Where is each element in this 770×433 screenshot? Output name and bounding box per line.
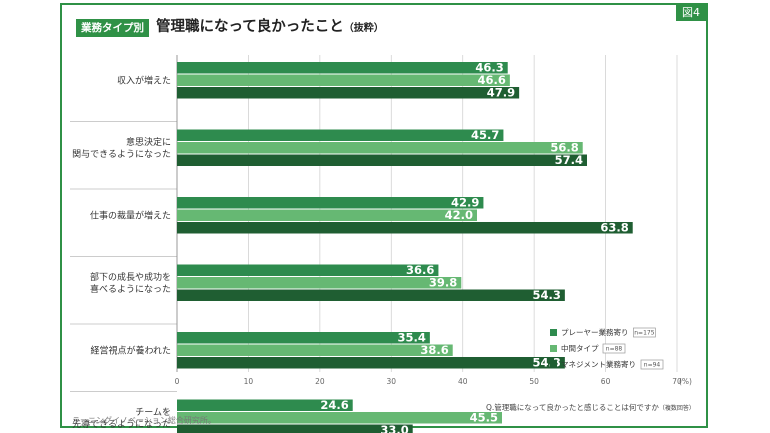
legend-sample-size: n=175 [634, 330, 654, 337]
bar [177, 154, 587, 166]
x-tick-label: 20 [315, 377, 325, 386]
legend-n-box [640, 359, 664, 370]
bar-value-label: 24.6 [320, 398, 348, 412]
chart-title-main: 管理職になって良かったこと [156, 19, 344, 35]
legend-swatch [550, 361, 557, 368]
bar-value-label: 46.6 [477, 73, 505, 87]
bar-value-label: 39.8 [429, 276, 457, 290]
category-label: 仕事の裁量が増えた [90, 209, 171, 221]
category-label: 意思決定に [126, 136, 171, 148]
multiple-answer-note: （複数回答） [658, 405, 695, 412]
category-label: 喜べるようになった [90, 283, 171, 295]
bar [177, 332, 430, 344]
bar [177, 264, 439, 276]
bar-value-label: 42.9 [451, 196, 479, 210]
category-label: 先導できるようになった [72, 418, 171, 430]
category-label: 経営視点が養われた [90, 344, 171, 356]
bar-value-label: 63.8 [600, 221, 628, 235]
legend-sample-size: n=94 [644, 362, 661, 369]
category-label: 関与できるようになった [72, 149, 171, 160]
bar-value-label: 45.7 [471, 128, 499, 142]
bar [177, 197, 484, 209]
bar [177, 129, 504, 141]
source-credit: ラーニングイノベーション総合研究所。 [72, 416, 216, 425]
bar [177, 344, 453, 356]
bar [177, 412, 502, 424]
bar [177, 399, 353, 411]
x-tick-label: 50 [529, 377, 539, 386]
bar-value-label: 42.0 [445, 208, 473, 222]
legend-label: プレーヤー業務寄り [561, 327, 629, 337]
bar [177, 424, 413, 433]
bar-value-label: 45.5 [470, 411, 498, 425]
bar [177, 357, 565, 369]
legend-sample-size: n=88 [606, 346, 623, 353]
question-footnote: Q.管理職になって良かったと感じることは何ですか（複数回答） [486, 402, 695, 413]
bar [177, 209, 477, 221]
category-label: 部下の成長や成功を [90, 271, 171, 283]
chart-title-sub: （抜粋） [343, 23, 384, 34]
legend-n-box [602, 343, 626, 354]
category-label: チームを [135, 407, 171, 418]
question-text: Q.管理職になって良かったと感じることは何ですか [486, 403, 659, 412]
bar [177, 87, 520, 99]
bar [177, 142, 583, 154]
bar-value-label: 47.9 [487, 86, 515, 100]
figure-number-badge: 図4 [676, 5, 706, 21]
bar-value-label: 33.0 [380, 423, 408, 433]
x-tick-label: 30 [387, 377, 397, 386]
bar-value-label: 57.4 [555, 153, 583, 167]
x-tick-label: 10 [244, 377, 254, 386]
legend-label: 中間タイプ [561, 343, 599, 353]
chart-title: 管理職になって良かったこと（抜粋） [156, 18, 384, 38]
legend-swatch [550, 345, 557, 352]
bar-value-label: 56.8 [550, 141, 578, 155]
bar-value-label: 46.3 [475, 61, 503, 75]
legend-swatch [550, 329, 557, 336]
x-tick-label: 70 [672, 377, 682, 386]
legend-label: マネジメント業務寄り [561, 359, 636, 369]
bar-value-label: 54.3 [532, 288, 560, 302]
bar-value-label: 35.4 [397, 331, 425, 345]
x-tick-label: 0 [175, 377, 180, 386]
bar [177, 74, 510, 86]
bar [177, 289, 565, 301]
x-tick-label: 60 [601, 377, 611, 386]
bar [177, 277, 462, 289]
x-tick-label: 40 [458, 377, 468, 386]
bar-value-label: 36.6 [406, 263, 434, 277]
bar [177, 222, 633, 234]
x-axis-unit: (%) [679, 377, 692, 386]
legend-n-box [633, 327, 656, 338]
bar-value-label: 38.6 [420, 343, 448, 357]
category-label: 収入が増えた [117, 74, 171, 86]
title-category-tag: 業務タイプ別 [76, 19, 149, 37]
bar [177, 62, 508, 74]
